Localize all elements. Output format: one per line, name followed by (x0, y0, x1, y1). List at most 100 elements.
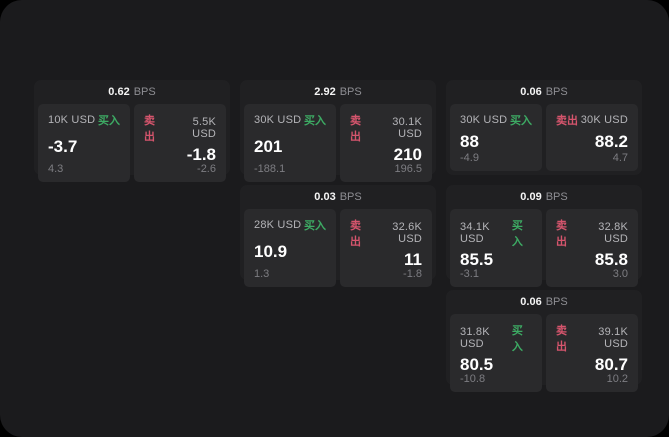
sell-price-value: 85.8 (594, 250, 628, 269)
quote-panels: 10K USD 买入 -3.7 4.3 卖出 5.5K USD -1.8 -2.… (38, 104, 226, 182)
quote-cards-grid: 0.62 BPS 10K USD 买入 -3.7 4.3 卖出 5.5K USD (34, 80, 642, 392)
spread-value: 0.03 (314, 191, 336, 203)
sell-price-value: 88.2 (594, 131, 628, 151)
sell-change-value: 10.2 (606, 373, 628, 385)
sell-quote-tile[interactable]: 卖出 39.1K USD 80.7 10.2 (546, 314, 638, 392)
buy-change-value: -10.8 (460, 373, 486, 385)
buy-price-value: 10.9 (254, 242, 288, 261)
sell-side-badge: 卖出 (350, 115, 361, 143)
buy-change-value: -3.1 (460, 268, 479, 280)
quote-panels: 34.1K USD 买入 85.5 -3.1 卖出 32.8K USD 85.8… (450, 209, 638, 287)
buy-tile-top-row: 30K USD 买入 (254, 112, 326, 128)
sell-quote-tile[interactable]: 卖出 30.1K USD 210 196.5 (340, 104, 432, 182)
sell-quote-tile[interactable]: 卖出 32.6K USD 11 -1.8 (340, 209, 432, 287)
sell-notional-label: 32.8K USD (598, 221, 628, 245)
quote-panels: 30K USD 买入 88 -4.9 卖出 30K USD 88.2 4.7 (450, 104, 638, 171)
buy-side-badge: 买入 (511, 325, 523, 353)
sell-notional-label: 30.1K USD (392, 116, 422, 140)
sell-notional-label: 39.1K USD (598, 326, 628, 350)
sell-side-badge: 卖出 (556, 220, 567, 248)
spread-value: 0.09 (520, 191, 542, 203)
buy-tile-top-row: 34.1K USD 买入 (460, 217, 532, 249)
spread-value: 0.06 (520, 86, 542, 98)
sell-change-value: -1.8 (403, 268, 422, 280)
buy-price-value: 201 (254, 137, 283, 156)
buy-quote-tile[interactable]: 30K USD 买入 201 -188.1 (244, 104, 336, 182)
sell-side-badge: 卖出 (144, 115, 155, 143)
quote-panels: 28K USD 买入 10.9 1.3 卖出 32.6K USD 11 -1.8 (244, 209, 432, 287)
buy-quote-tile[interactable]: 10K USD 买入 -3.7 4.3 (38, 104, 130, 182)
quote-card: 0.06 BPS 30K USD 买入 88 -4.9 卖出 30K USD (446, 80, 642, 175)
sell-price-value: 11 (404, 250, 422, 269)
buy-change-value: -4.9 (460, 152, 479, 164)
buy-quote-tile[interactable]: 34.1K USD 买入 85.5 -3.1 (450, 209, 542, 287)
card-spread-header: 0.06 BPS (450, 290, 638, 314)
card-spread-header: 0.09 BPS (450, 185, 638, 209)
sell-quote-tile[interactable]: 卖出 5.5K USD -1.8 -2.6 (134, 104, 226, 182)
buy-notional-label: 30K USD (460, 114, 508, 126)
spread-unit-label: BPS (545, 296, 568, 308)
spread-value: 0.06 (520, 296, 542, 308)
buy-side-badge: 买入 (510, 115, 532, 127)
quote-card: 2.92 BPS 30K USD 买入 201 -188.1 卖出 30.1K … (240, 80, 436, 182)
sell-change-value: 4.7 (612, 152, 628, 164)
sell-tile-top-row: 卖出 39.1K USD (556, 322, 628, 354)
buy-side-badge: 买入 (98, 115, 120, 127)
sell-tile-top-row: 卖出 32.6K USD (350, 217, 422, 249)
sell-price-value: -1.8 (186, 145, 216, 164)
buy-side-badge: 买入 (304, 220, 326, 232)
sell-price-value: 80.7 (594, 355, 628, 374)
spread-unit-label: BPS (545, 191, 568, 203)
card-spread-header: 0.62 BPS (38, 80, 226, 104)
spread-value: 0.62 (108, 86, 130, 98)
sell-notional-label: 32.6K USD (392, 221, 422, 245)
spread-unit-label: BPS (133, 86, 156, 98)
buy-change-value: 1.3 (254, 268, 270, 280)
quote-card: 0.09 BPS 34.1K USD 买入 85.5 -3.1 卖出 32.8K… (446, 185, 642, 287)
buy-tile-top-row: 30K USD 买入 (460, 112, 532, 128)
buy-price-value: 85.5 (460, 250, 494, 269)
quote-panels: 30K USD 买入 201 -188.1 卖出 30.1K USD 210 1… (244, 104, 432, 182)
sell-quote-tile[interactable]: 卖出 32.8K USD 85.8 3.0 (546, 209, 638, 287)
card-spread-header: 0.06 BPS (450, 80, 638, 104)
buy-side-badge: 买入 (511, 220, 523, 248)
quote-card: 0.62 BPS 10K USD 买入 -3.7 4.3 卖出 5.5K USD (34, 80, 230, 182)
quote-card: 0.03 BPS 28K USD 买入 10.9 1.3 卖出 32.6K US… (240, 185, 436, 287)
buy-tile-top-row: 31.8K USD 买入 (460, 322, 532, 354)
buy-notional-label: 10K USD (48, 114, 96, 126)
sell-notional-label: 30K USD (580, 114, 628, 126)
buy-quote-tile[interactable]: 30K USD 买入 88 -4.9 (450, 104, 542, 171)
sell-tile-top-row: 卖出 30K USD (556, 112, 628, 128)
buy-notional-label: 31.8K USD (460, 326, 490, 350)
spread-value: 2.92 (314, 86, 336, 98)
card-spread-header: 0.03 BPS (244, 185, 432, 209)
sell-side-badge: 卖出 (556, 115, 578, 127)
spread-unit-label: BPS (339, 191, 362, 203)
buy-price-value: -3.7 (48, 137, 78, 156)
quote-panels: 31.8K USD 买入 80.5 -10.8 卖出 39.1K USD 80.… (450, 314, 638, 392)
sell-side-badge: 卖出 (350, 220, 361, 248)
buy-change-value: 4.3 (48, 163, 64, 175)
spread-unit-label: BPS (545, 86, 568, 98)
buy-notional-label: 30K USD (254, 114, 302, 126)
buy-tile-top-row: 28K USD 买入 (254, 217, 326, 233)
sell-price-value: 210 (393, 145, 422, 164)
buy-side-badge: 买入 (304, 115, 326, 127)
sell-change-value: 196.5 (394, 163, 422, 175)
sell-notional-label: 5.5K USD (192, 116, 216, 140)
quote-card: 0.06 BPS 31.8K USD 买入 80.5 -10.8 卖出 39.1… (446, 290, 642, 392)
spread-unit-label: BPS (339, 86, 362, 98)
buy-quote-tile[interactable]: 28K USD 买入 10.9 1.3 (244, 209, 336, 287)
buy-tile-top-row: 10K USD 买入 (48, 112, 120, 128)
sell-change-value: 3.0 (612, 268, 628, 280)
card-spread-header: 2.92 BPS (244, 80, 432, 104)
sell-tile-top-row: 卖出 32.8K USD (556, 217, 628, 249)
buy-price-value: 88 (460, 131, 479, 151)
sell-change-value: -2.6 (197, 163, 216, 175)
buy-notional-label: 28K USD (254, 219, 302, 231)
sell-quote-tile[interactable]: 卖出 30K USD 88.2 4.7 (546, 104, 638, 171)
buy-quote-tile[interactable]: 31.8K USD 买入 80.5 -10.8 (450, 314, 542, 392)
buy-change-value: -188.1 (254, 163, 286, 175)
buy-price-value: 80.5 (460, 355, 494, 374)
